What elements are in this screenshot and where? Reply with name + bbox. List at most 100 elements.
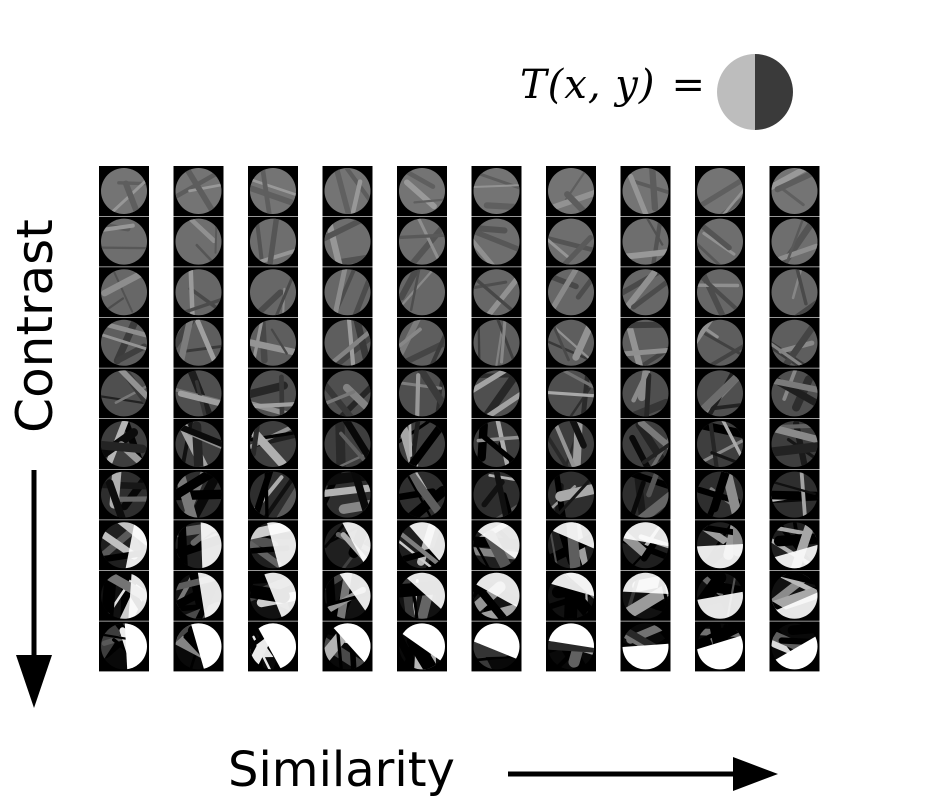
patch-texture [473,544,520,561]
patch-texture [697,175,743,212]
patch-texture [473,533,497,569]
patch-texture [329,251,371,265]
patch-background [101,168,147,214]
patch-texture [626,480,646,518]
patch-texture [399,332,445,366]
patch-texture [580,370,594,417]
patch-texture [324,390,356,414]
image-patch [397,570,447,621]
patch-texture [324,321,371,366]
image-patch [620,570,671,621]
patch-texture [192,319,219,366]
image-patch [397,469,447,520]
image-patch [173,317,224,368]
patch-edge [262,522,296,569]
patch-texture [627,173,657,214]
patch-texture [548,186,594,212]
patch-texture [265,218,281,265]
image-patch [99,621,149,672]
image-patch [620,368,671,419]
patch-texture [710,471,739,513]
image-patch [769,317,820,368]
image-patch [99,419,149,469]
patch-texture [702,231,736,256]
patch-texture [483,202,520,211]
patch-texture [777,320,818,366]
image-patch [248,368,298,419]
patch-texture [473,572,508,619]
patch-texture [629,434,655,467]
template-left-half [717,54,755,130]
patch-texture [250,338,296,363]
patch-texture [550,421,583,467]
patch-texture [697,572,727,619]
image-patch [471,570,522,621]
patch-edge [771,539,818,569]
patch-texture [336,168,371,214]
patch-texture [640,421,669,467]
template-right-half [755,54,793,130]
image-patch [322,419,373,469]
image-patch [471,469,522,520]
patch-texture [787,623,818,636]
patch-edge [622,642,669,670]
patch-texture [399,530,445,569]
patch-texture [773,532,818,547]
patch-texture [473,370,520,417]
patch-texture [179,341,222,354]
patch-texture [697,228,743,265]
image-patch [471,419,522,469]
image-patch [173,621,224,672]
image-patch [620,469,671,520]
image-patch [99,469,149,520]
patch-texture [399,232,445,240]
patch-texture [264,471,269,518]
patch-texture [473,382,520,417]
patch-texture [783,289,818,316]
patch-texture [631,371,649,403]
patch-texture [697,283,740,288]
patch-texture [706,421,719,467]
patch-texture [793,269,808,306]
patch-texture [399,269,422,301]
patch-texture [771,168,818,197]
patch-texture [404,471,443,518]
image-patch [471,520,522,571]
image-patch [546,570,596,621]
patch-texture [630,269,669,310]
image-patch [546,520,596,571]
patch-texture [402,168,436,189]
patch-texture [548,430,576,467]
image-patch [695,216,745,267]
patch-texture [101,269,147,297]
image-patch [620,166,671,216]
patch-texture [473,183,520,190]
image-patch [173,570,224,621]
image-patch [248,419,298,469]
image-patch [173,216,224,267]
patch-texture [399,623,428,670]
formula-lhs: T(x, y) [520,62,656,108]
patch-texture [572,319,594,361]
image-patch [248,621,298,672]
image-patch [173,368,224,419]
patch-texture [629,477,669,518]
image-patch [769,267,820,318]
patch-texture [101,246,147,250]
image-patch [397,267,447,318]
patch-texture [105,479,130,518]
image-patch [620,621,671,672]
patch-texture [399,327,422,352]
image-patch [695,520,745,571]
patch-texture [115,343,147,364]
patch-texture [549,530,560,569]
image-patch [397,216,447,267]
patch-texture [194,380,211,417]
patch-texture [101,572,120,619]
patch-texture [473,228,512,265]
patch-texture [622,319,646,366]
patch-texture [335,624,345,670]
patch-texture [771,474,816,496]
image-patch [546,216,596,267]
patch-texture [704,339,743,366]
